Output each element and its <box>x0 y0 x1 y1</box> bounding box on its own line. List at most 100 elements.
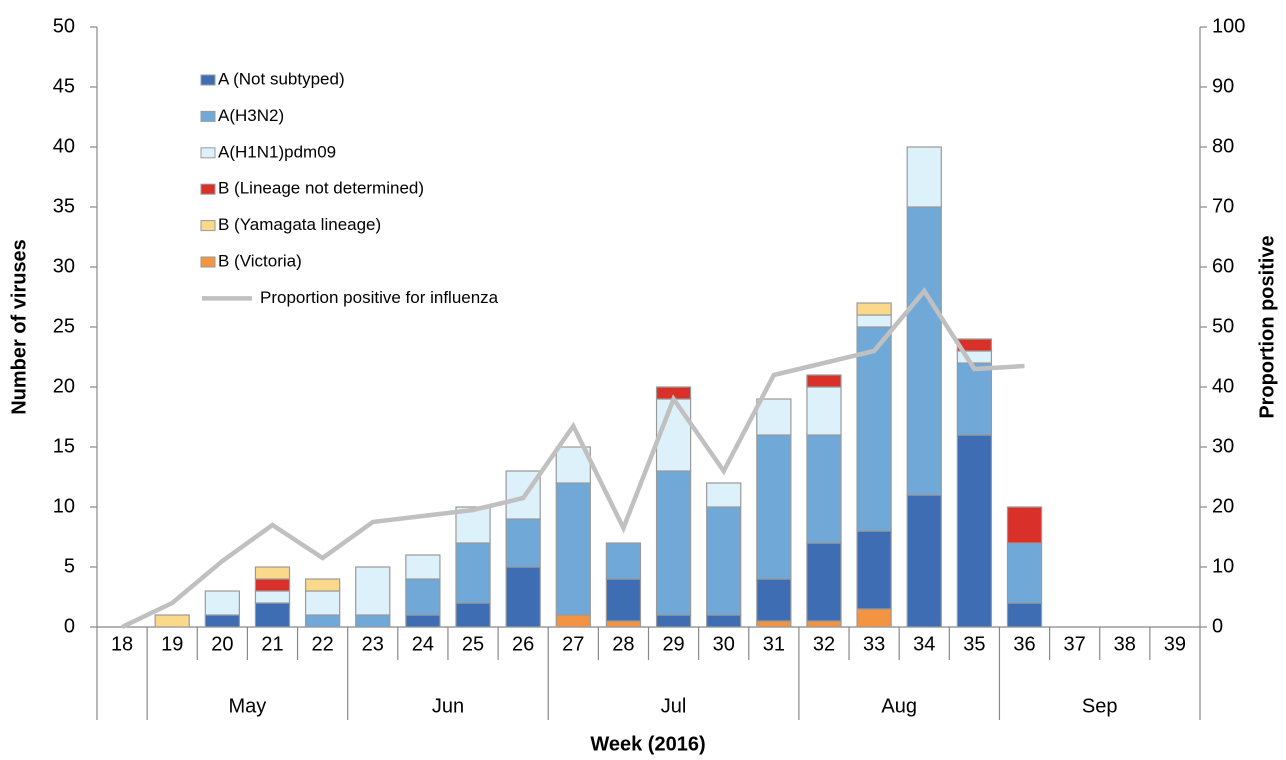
y2-axis-title: Proportion positive <box>1256 235 1278 418</box>
y2-tick-label: 50 <box>1212 315 1234 337</box>
x-tick-label: 38 <box>1114 633 1136 655</box>
bar-segment <box>906 206 942 496</box>
bar-segment <box>405 578 441 616</box>
bar-segment <box>806 542 842 622</box>
y2-tick-label: 60 <box>1212 255 1234 277</box>
bar-segment <box>856 314 892 328</box>
x-tick-label: 35 <box>963 633 985 655</box>
bar-segment <box>1006 602 1043 628</box>
bar-segment <box>204 614 240 628</box>
y-tick-label: 45 <box>53 75 75 97</box>
bar-segment <box>405 554 441 580</box>
x-tick-label: 30 <box>713 633 735 655</box>
x-tick-label: 24 <box>412 633 434 655</box>
y-tick-label: 20 <box>53 375 75 397</box>
x-tick-label: 23 <box>362 633 384 655</box>
legend-label: A(H1N1)pdm09 <box>218 142 336 161</box>
month-label: Jul <box>661 695 687 717</box>
x-tick-label: 31 <box>763 633 785 655</box>
legend-swatch <box>200 220 216 232</box>
y-tick-label: 5 <box>64 555 75 577</box>
bar-segment <box>706 614 742 628</box>
bar-segment <box>906 494 942 628</box>
y2-tick-label: 10 <box>1212 555 1234 577</box>
bar-segment <box>555 482 591 616</box>
legend-label: B (Lineage not determined) <box>218 179 424 198</box>
bar-segment <box>655 398 692 472</box>
y-tick-label: 25 <box>53 315 75 337</box>
bar-segment <box>1006 542 1043 604</box>
bar-segment <box>756 398 792 436</box>
bar-segment <box>756 620 792 628</box>
bar-segment <box>856 608 892 628</box>
bar-segment <box>856 302 892 316</box>
month-label: Aug <box>881 695 917 717</box>
bar-segment <box>605 542 642 580</box>
x-axis-title: Week (2016) <box>590 733 705 755</box>
bar-segment <box>455 506 491 544</box>
bar-segment <box>706 506 742 616</box>
bar-segment <box>856 530 892 610</box>
bar-segment <box>505 566 541 628</box>
bar-segment <box>254 602 291 628</box>
bar-segment <box>756 578 792 622</box>
bar-segment <box>254 578 291 592</box>
y-tick-label: 0 <box>64 615 75 637</box>
bar-segment <box>856 326 892 532</box>
bar-segment <box>355 566 391 616</box>
y2-tick-label: 40 <box>1212 375 1234 397</box>
y-axis-title: Number of viruses <box>8 239 30 415</box>
x-tick-label: 25 <box>462 633 484 655</box>
bar-segment <box>455 542 491 604</box>
legend-label: A(H3N2) <box>218 106 284 125</box>
x-tick-label: 19 <box>161 633 183 655</box>
bar-segment <box>956 434 993 628</box>
legend-swatch <box>200 74 216 86</box>
x-tick-label: 28 <box>612 633 634 655</box>
bar-segment <box>254 566 291 580</box>
y2-tick-label: 0 <box>1212 615 1223 637</box>
bar-segment <box>505 518 541 568</box>
x-tick-label: 26 <box>512 633 534 655</box>
x-tick-label: 36 <box>1013 633 1035 655</box>
bar-segment <box>655 614 692 628</box>
bar-segment <box>706 482 742 508</box>
y2-tick-label: 80 <box>1212 135 1234 157</box>
bar-segment <box>605 578 642 622</box>
bar-segment <box>655 470 692 616</box>
y2-tick-label: 20 <box>1212 495 1234 517</box>
bar-segment <box>956 362 993 436</box>
bar-segment <box>304 578 341 592</box>
bar-segment <box>555 614 591 628</box>
x-tick-label: 27 <box>562 633 584 655</box>
bar-segment <box>605 620 642 628</box>
y2-tick-label: 70 <box>1212 195 1234 217</box>
x-tick-label: 18 <box>111 633 133 655</box>
legend-label: B (Yamagata lineage) <box>218 215 381 234</box>
bar-segment <box>254 590 291 604</box>
bar-segment <box>355 614 391 628</box>
y-tick-label: 50 <box>53 15 75 37</box>
legend-label: B (Victoria) <box>218 251 302 270</box>
bar-segment <box>806 434 842 544</box>
y2-tick-label: 30 <box>1212 435 1234 457</box>
bar-segment <box>756 434 792 580</box>
y-tick-label: 35 <box>53 195 75 217</box>
y-tick-label: 10 <box>53 495 75 517</box>
bar-segment <box>154 614 190 628</box>
month-label: May <box>229 695 267 717</box>
legend-swatch <box>200 110 216 122</box>
x-tick-label: 32 <box>813 633 835 655</box>
x-tick-label: 29 <box>662 633 684 655</box>
x-tick-label: 20 <box>211 633 233 655</box>
line-series <box>121 287 1025 630</box>
x-tick-label: 39 <box>1164 633 1186 655</box>
legend-label: Proportion positive for influenza <box>260 288 499 307</box>
bar-segment <box>906 146 942 208</box>
bar-segment <box>806 386 842 436</box>
legend-swatch <box>200 147 216 159</box>
bar-segment <box>304 614 341 628</box>
legend-label: A (Not subtyped) <box>218 69 345 88</box>
y-tick-label: 15 <box>53 435 75 457</box>
